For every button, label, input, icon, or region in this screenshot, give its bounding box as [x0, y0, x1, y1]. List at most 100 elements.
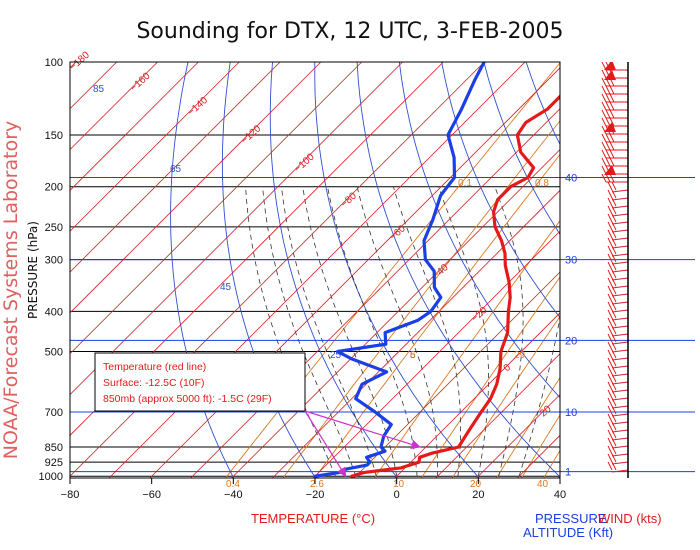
wind-barb-feather: [605, 149, 611, 159]
mixing-ratio-label: 0.1: [458, 178, 472, 189]
annotation-850mb: 850mb (approx 5000 ft): -1.5C (29F): [103, 393, 272, 405]
x-tick-label: −60: [142, 489, 161, 501]
isotherm-label: −100: [293, 151, 317, 175]
altitude-lines: [70, 176, 695, 473]
mixing-ratio-line: [225, 62, 560, 478]
isotherm-label: −80: [339, 190, 359, 210]
wind-barb-feather: [601, 85, 607, 95]
wind-barb-feather: [609, 85, 615, 95]
wind-barb-feather: [605, 101, 611, 111]
wind-barb-shaft: [611, 269, 629, 273]
wind-barb-feather: [611, 293, 617, 303]
isotherm-line: [435, 353, 560, 478]
moist-adiabat: [327, 186, 418, 477]
wind-barb-feather: [611, 285, 617, 295]
x-tick-label: 0: [394, 489, 400, 501]
dry-adiabat: [695, 62, 700, 478]
mixing-ratio-line: [282, 120, 560, 478]
wind-barb-feather: [611, 189, 617, 199]
wind-barb-feather: [611, 325, 617, 335]
wind-barb-shaft: [611, 277, 629, 281]
wind-barb-feather: [607, 453, 613, 463]
dry-adiabat-label: 85: [93, 84, 105, 95]
pressure-label: PRESSURE: [535, 511, 607, 526]
y-tick-label: 200: [45, 182, 63, 194]
isotherm-line: [70, 62, 403, 396]
wind-barb-feather: [601, 109, 607, 119]
wind-barb-feather: [611, 365, 617, 375]
wind-barb-feather: [607, 253, 613, 263]
wind-barb-feather: [607, 229, 613, 239]
wind-barb-feather: [611, 213, 617, 223]
wind-barb-feather: [611, 205, 617, 215]
wind-barb-feather: [611, 277, 617, 287]
annotation-box: Temperature (red line) Surface: -12.5C (…: [94, 352, 306, 412]
wind-barb-pennant: [604, 165, 616, 175]
wind-barb-feather: [607, 325, 613, 335]
wind-barb-feather: [607, 261, 613, 271]
wind-barb-feather: [609, 157, 615, 167]
dry-adiabat: [221, 62, 316, 478]
mixing-ratio-label: 20: [470, 479, 482, 490]
wind-barb-feather: [607, 421, 613, 431]
wind-barb-shaft: [611, 397, 629, 401]
chart-title: Sounding for DTX, 12 UTC, 3-FEB-2005: [136, 19, 563, 44]
x-axis-label: TEMPERATURE (°C): [251, 511, 375, 526]
wind-barb-shaft: [611, 229, 629, 233]
isotherm-line: [149, 67, 560, 478]
wind-barb-feather: [607, 365, 613, 375]
isotherm-label: −180: [68, 49, 92, 73]
wind-barb-shaft: [611, 237, 629, 241]
moist-adiabat: [393, 186, 462, 477]
wind-barb-shaft: [611, 261, 629, 265]
wind-barb-feather: [611, 333, 617, 343]
dry-adiabat: [483, 62, 560, 236]
wind-barb-feather: [609, 109, 615, 119]
wind-barb-shaft: [611, 429, 629, 433]
altitude-tick-label: 20: [565, 335, 577, 347]
annotation-frame: [94, 352, 306, 412]
wind-barb-feather: [611, 341, 617, 351]
y-tick-label: 300: [45, 255, 63, 267]
wind-barb-feather: [605, 173, 611, 183]
wind-barb-feather: [601, 157, 607, 167]
wind-barb-feather: [611, 317, 617, 327]
isotherm-line: [476, 393, 560, 478]
mixing-ratio-line: [451, 315, 560, 478]
wind-barb-feather: [605, 157, 611, 167]
moist-adiabat: [262, 186, 357, 477]
wind-barb-feather: [607, 293, 613, 303]
wind-barb-shaft: [611, 205, 629, 209]
wind-barb-feather: [601, 125, 607, 135]
wind-barb-feather: [607, 437, 613, 447]
wind-barb-feather: [607, 213, 613, 223]
x-tick-label: 20: [472, 489, 484, 501]
wind-barb-feather: [607, 237, 613, 247]
altitude-ticks: 1 10 20 30 40: [565, 172, 577, 478]
wind-barb-feather: [611, 389, 617, 399]
y-tick-label: 250: [45, 222, 63, 234]
wind-barb-feather: [607, 301, 613, 311]
x-tick-label: −40: [224, 489, 243, 501]
isotherm-line: [394, 312, 560, 478]
wind-barb-feather: [611, 237, 617, 247]
wind-barb-feather: [607, 189, 613, 199]
isotherm-line: [353, 271, 560, 478]
wind-barb-shaft: [611, 437, 629, 441]
wind-barb-feather: [607, 405, 613, 415]
wind-barb-shaft: [611, 341, 629, 345]
wind-barb-pennant: [604, 122, 616, 132]
wind-barb-shaft: [611, 365, 629, 369]
level-850-arrow: [304, 410, 421, 450]
mixing-ratio-label: 0.4: [226, 479, 240, 490]
wind-barb-feather: [609, 173, 615, 183]
wind-barb-pennant: [604, 70, 616, 80]
mixing-ratio-lines: [225, 62, 560, 478]
dewpoint-profile: [313, 62, 486, 478]
isotherm-line: [272, 189, 560, 478]
wind-barb-feather: [607, 381, 613, 391]
altitude-tick-label: 1: [565, 467, 571, 479]
moist-adiabat: [518, 186, 560, 477]
wind-barb-feather: [605, 133, 611, 143]
mixing-ratio-label: 40: [537, 479, 549, 490]
